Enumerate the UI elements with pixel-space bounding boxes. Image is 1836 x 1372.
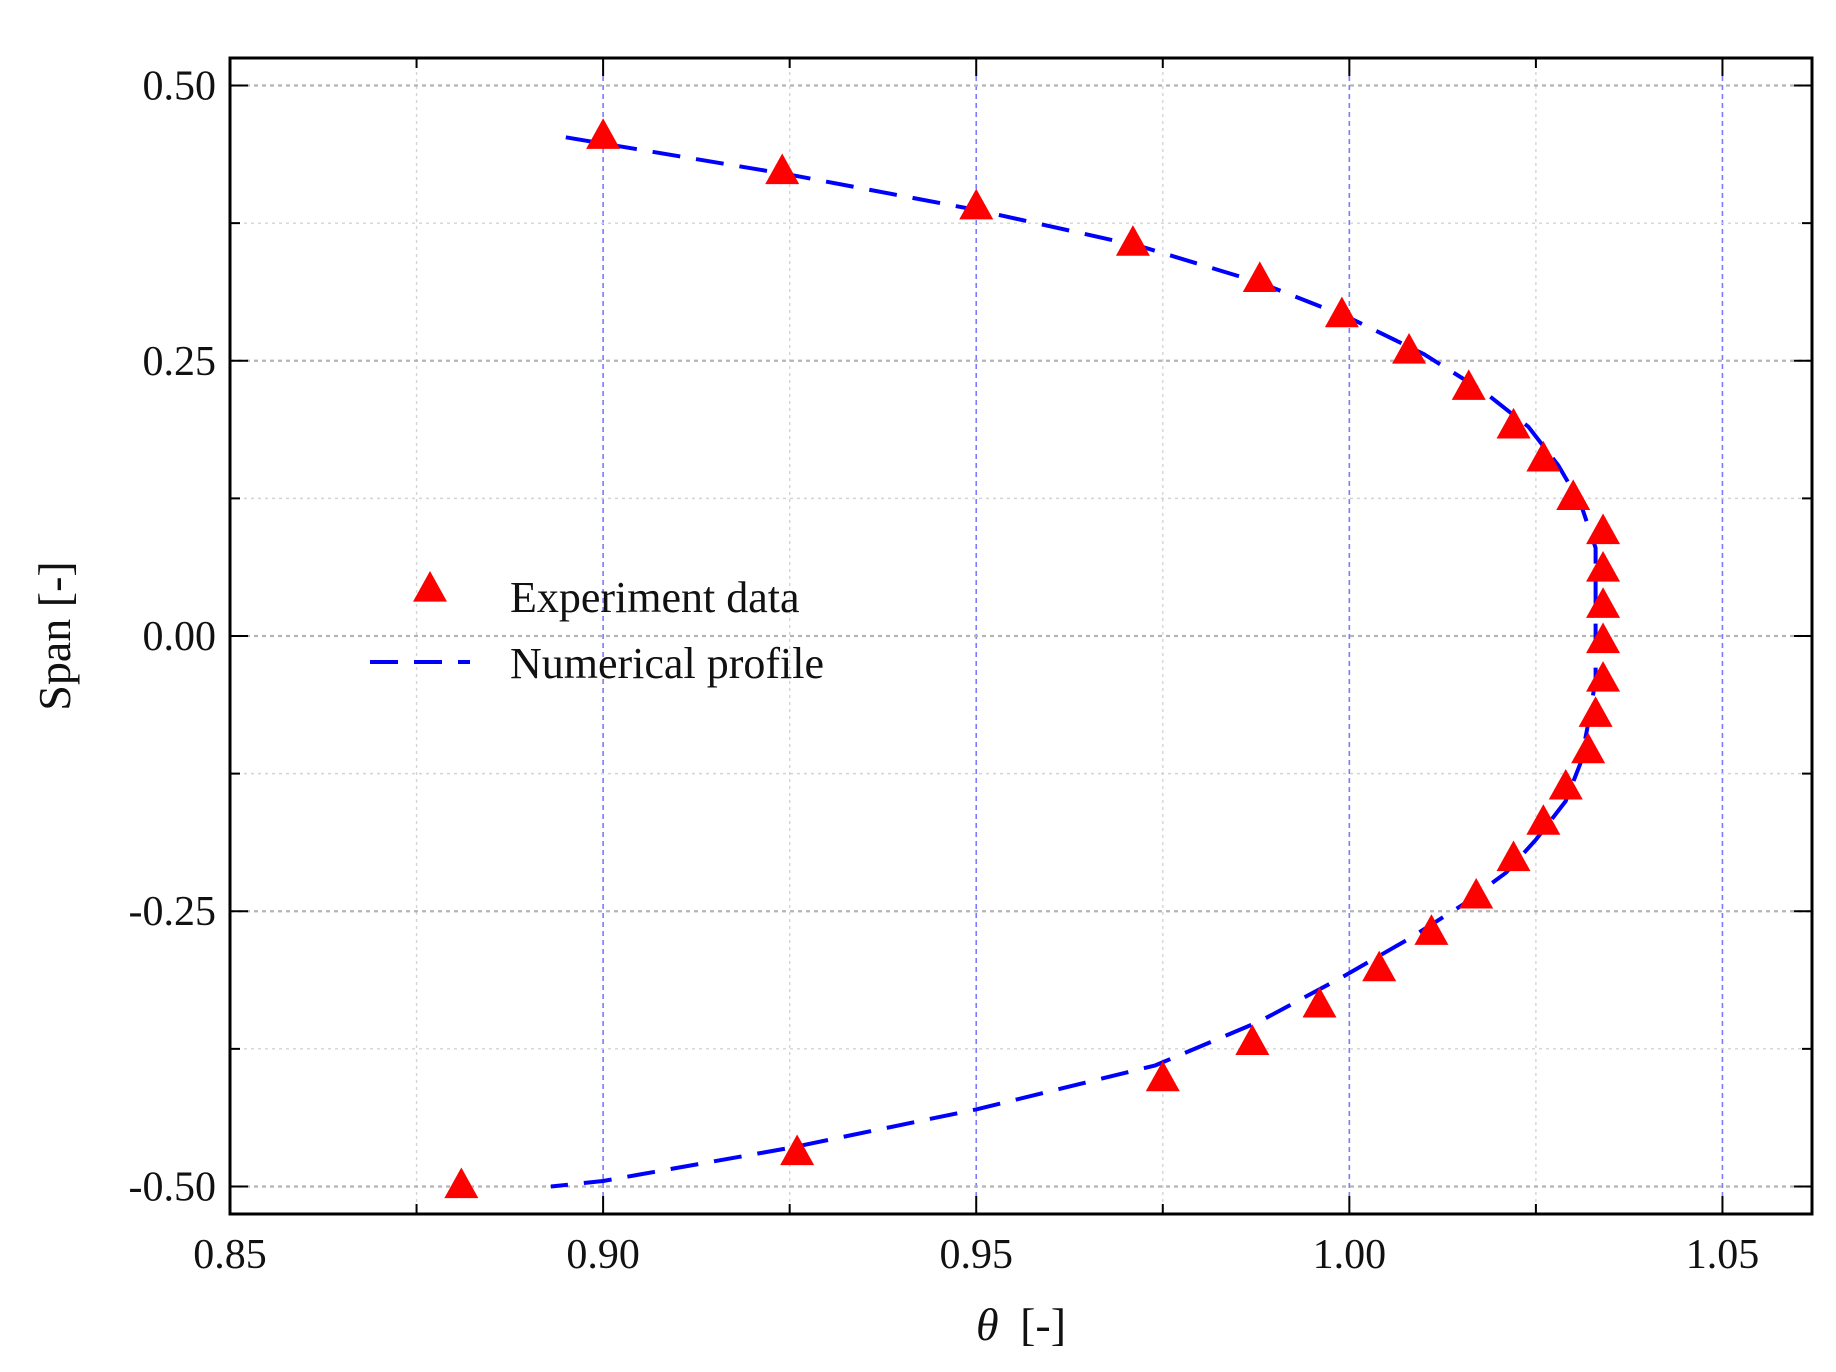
experiment-data-point <box>1324 296 1359 328</box>
experiment-data-point <box>959 188 994 220</box>
experiment-data-point <box>1578 696 1613 727</box>
legend-numerical-label: Numerical profile <box>510 639 824 688</box>
tick-labels: 0.85 0.90 0.95 1.00 1.05 -0.50 -0.25 0.00 0.25 0.… <box>129 64 1760 1278</box>
y-tick-label: 0.25 <box>143 339 217 385</box>
experiment-data-point <box>1414 914 1449 945</box>
experiment-data-point <box>1459 877 1494 909</box>
plot-frame <box>228 56 1814 1216</box>
x-tick-label: 1.05 <box>1686 1232 1760 1278</box>
experiment-data-point <box>1496 840 1531 872</box>
y-tick-label: -0.50 <box>129 1164 217 1210</box>
experiment-data-point <box>1586 661 1621 692</box>
y-tick-label: 0.50 <box>143 64 217 110</box>
experiment-data-point <box>1362 950 1397 982</box>
x-tick-label: 0.95 <box>939 1232 1013 1278</box>
x-axis-title: θ [-] <box>976 1299 1066 1350</box>
x-tick-label: 0.90 <box>566 1232 640 1278</box>
experiment-data-point <box>1145 1060 1180 1092</box>
experiment-data-point <box>1586 587 1621 618</box>
experiment-data-point <box>1586 550 1621 582</box>
experiment-data-point <box>1235 1024 1270 1055</box>
x-tick-label: 1.00 <box>1313 1232 1387 1278</box>
experiment-data-point <box>1586 513 1621 545</box>
experiment-data-point <box>1526 804 1561 835</box>
experiment-data-point <box>765 153 800 185</box>
y-tick-label: -0.25 <box>129 889 217 935</box>
x-axis-symbol: θ <box>976 1299 999 1350</box>
experiment-data-point <box>1451 369 1486 400</box>
grid <box>230 58 1812 1214</box>
experiment-data-point <box>1586 622 1621 654</box>
axis-ticks <box>230 58 1812 1214</box>
x-tick-label: 0.85 <box>193 1232 267 1278</box>
y-axis-title: Span [-] <box>29 561 80 710</box>
experiment-data-point <box>586 118 621 149</box>
experiment-data-point <box>1392 332 1427 364</box>
legend: Experiment data Numerical profile <box>370 571 824 688</box>
plot-area <box>444 118 1621 1199</box>
experiment-data-point <box>1556 479 1591 511</box>
experiment-data-point <box>1302 986 1337 1018</box>
experiment-data-point <box>780 1134 815 1166</box>
y-tick-label: 0.00 <box>143 614 217 660</box>
x-axis-unit: [-] <box>1020 1299 1066 1350</box>
experiment-data-point <box>1496 407 1531 439</box>
experiment-data-point <box>1115 225 1150 256</box>
experiment-data-point <box>1526 440 1561 472</box>
experiment-data-point <box>1242 261 1277 293</box>
experiment-data-point <box>1548 768 1583 800</box>
legend-experiment-label: Experiment data <box>510 573 800 622</box>
legend-experiment-marker <box>413 571 447 602</box>
experiment-data-point <box>1571 732 1606 764</box>
experiment-data-point <box>444 1167 479 1199</box>
